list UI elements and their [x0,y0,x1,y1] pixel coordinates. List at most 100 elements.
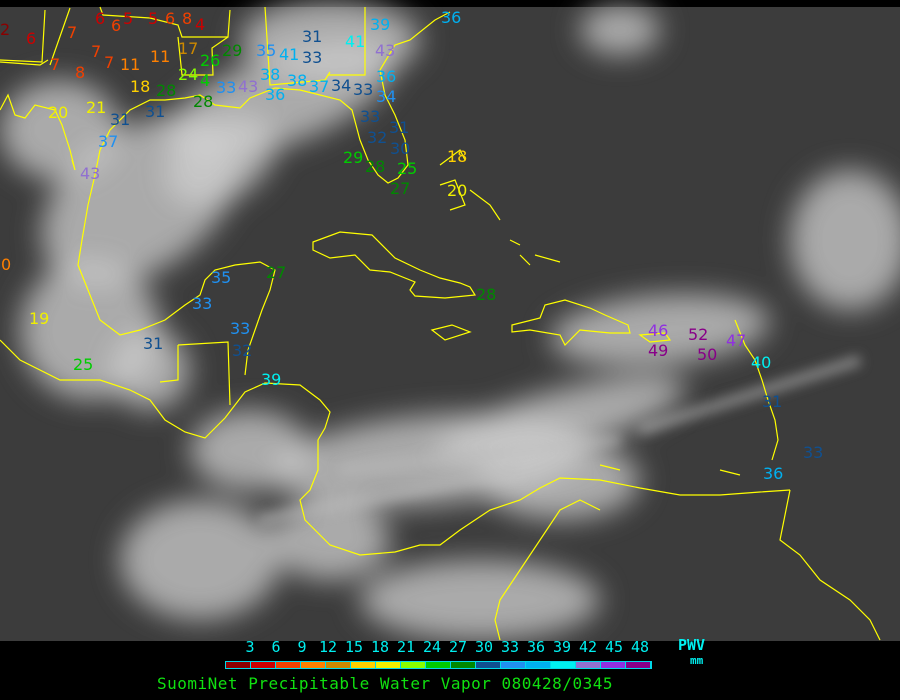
station-pwv-label: 29 [343,148,363,167]
coastline [599,464,741,476]
station-pwv-label: 11 [150,47,170,66]
station-pwv-label: 31 [762,392,782,411]
station-pwv-label: 20 [48,103,68,122]
cloud [240,0,420,80]
legend-tick-label: 42 [579,638,598,656]
station-pwv-label: 20 [447,181,467,200]
coastline [0,59,76,171]
station-pwv-label: 43 [80,164,100,183]
station-pwv-label: 35 [211,268,231,287]
station-pwv-label: 52 [688,325,708,344]
station-pwv-label: 27 [390,179,410,198]
coastline [77,149,276,376]
cloud [550,293,770,367]
station-pwv-label: 38 [260,65,280,84]
station-pwv-label: 25 [73,355,93,374]
station-pwv-label: 28 [156,81,176,100]
station-pwv-label: 47 [726,331,746,350]
cloud [790,170,900,310]
station-pwv-label: 36 [441,8,461,27]
station-pwv-label: 7 [67,23,77,42]
station-pwv-label: 41 [279,45,299,64]
coastline [159,341,231,406]
legend-color-swatch [626,662,651,668]
station-pwv-label: 33 [192,294,212,313]
station-pwv-label: 5 [123,9,133,28]
legend-color-swatch [551,662,576,668]
legend-tick-label: 33 [501,638,520,656]
station-pwv-label: 25 [397,159,417,178]
coastline [511,299,631,347]
legend-tick-label: 15 [345,638,364,656]
legend-tick-label: 24 [423,638,442,656]
station-pwv-label: 43 [375,41,395,60]
station-pwv-label: 46 [648,321,668,340]
station-pwv-label: 28 [193,92,213,111]
station-pwv-label: 21 [86,98,106,117]
coastlines [0,6,881,641]
station-pwv-label: 36 [265,85,285,104]
station-pwv-label: 27 [266,263,286,282]
station-pwv-label: 43 [238,77,258,96]
station-pwv-label: 11 [120,55,140,74]
station-pwv-label: 7 [104,53,114,72]
legend: 3 6 9 12 15 18 21 24 27 30 33 36 39 42 45 48 PWV mm Suo… [0,638,900,700]
station-pwv-label: 34 [331,76,351,95]
legend-color-swatch [326,662,351,668]
cloud [580,5,660,55]
station-pwv-label: 2 [0,20,10,39]
legend-tick-label: 48 [631,638,650,656]
coastline [430,324,472,341]
coastline [99,11,451,184]
station-pwv-label: 49 [648,341,668,360]
station-pwv-label: 29 [222,41,242,60]
station-pwv-label: 5 [148,9,158,28]
legend-tick-label: 45 [605,638,624,656]
legend-color-swatch [376,662,401,668]
legend-tick-label: 36 [527,638,546,656]
legend-color-swatch [226,662,251,668]
station-pwv-label: 34 [376,87,396,106]
legend-unit: mm [690,654,704,667]
coastline [439,149,561,266]
station-pwv-label: 33 [302,48,322,67]
station-pwv-label: 7 [50,55,60,74]
coastline [264,6,366,86]
station-pwv-label: 33 [360,107,380,126]
station-pwv-label: 24 [178,65,198,84]
station-pwv-label: 8 [75,63,85,82]
legend-color-swatch [451,662,476,668]
station-pwv-label: 17 [178,39,198,58]
cloud [270,500,390,580]
station-pwv-label: 6 [165,9,175,28]
legend-tick-label: 12 [319,638,338,656]
station-pwv-label: 31 [145,102,165,121]
coastline [734,319,779,461]
coastline [494,489,881,641]
legend-tick-label: 18 [371,638,390,656]
station-pwv-label: 0 [1,255,11,274]
coastline [0,7,71,66]
coastline [638,332,672,343]
station-pwv-label: 39 [261,370,281,389]
legend-color-swatch [351,662,376,668]
legend-color-swatch [276,662,301,668]
legend-color-swatch [426,662,451,668]
station-pwv-label: 26 [200,51,220,70]
coastline [99,6,231,76]
legend-tick-label: 9 [297,638,307,656]
coastline [0,339,791,556]
station-pwv-label: 4 [200,71,210,90]
station-pwv-label: 39 [370,15,390,34]
legend-tick-label: 30 [475,638,494,656]
cloud-cover [0,0,900,640]
station-pwv-label: 31 [302,27,322,46]
station-pwv-label: 40 [751,353,771,372]
legend-color-swatch [476,662,501,668]
station-pwv-label: 6 [95,9,105,28]
station-pwv-label: 6 [111,16,121,35]
legend-color-swatch [251,662,276,668]
